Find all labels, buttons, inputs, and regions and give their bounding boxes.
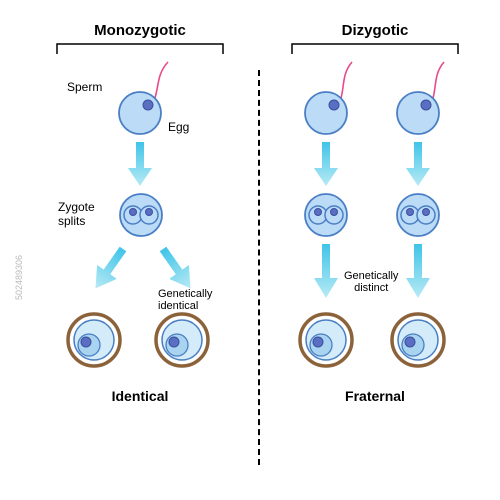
right-result-label: Genetically distinct: [344, 270, 398, 294]
right-egg-2: [380, 58, 460, 138]
right-embryo-2: [388, 310, 448, 370]
zygote-label: Zygote splits: [58, 200, 95, 228]
right-arrow-1a: [314, 142, 338, 186]
right-title: Dizygotic: [290, 22, 460, 39]
center-divider: [258, 70, 260, 465]
left-result-label: Genetically identical: [158, 288, 212, 312]
right-arrow-2b: [406, 244, 430, 298]
left-bracket: [55, 42, 225, 56]
left-title: Monozygotic: [55, 22, 225, 39]
left-bottom: Identical: [55, 388, 225, 404]
right-zygote-1: [303, 192, 349, 238]
left-zygote: [118, 192, 164, 238]
diagram-root: Monozygotic Dizygotic Sperm Egg Zygote s…: [0, 0, 500, 500]
right-zygote-2: [395, 192, 441, 238]
left-embryo-1: [64, 310, 124, 370]
right-bracket: [290, 42, 460, 56]
right-bottom: Fraternal: [290, 388, 460, 404]
sperm-label: Sperm: [67, 80, 102, 94]
left-arrow-1: [128, 142, 152, 186]
left-embryo-2: [152, 310, 212, 370]
right-arrow-1b: [406, 142, 430, 186]
watermark: 502489306: [14, 255, 24, 300]
right-arrow-2a: [314, 244, 338, 298]
right-embryo-1: [296, 310, 356, 370]
egg-label: Egg: [168, 120, 189, 134]
right-egg-1: [288, 58, 368, 138]
